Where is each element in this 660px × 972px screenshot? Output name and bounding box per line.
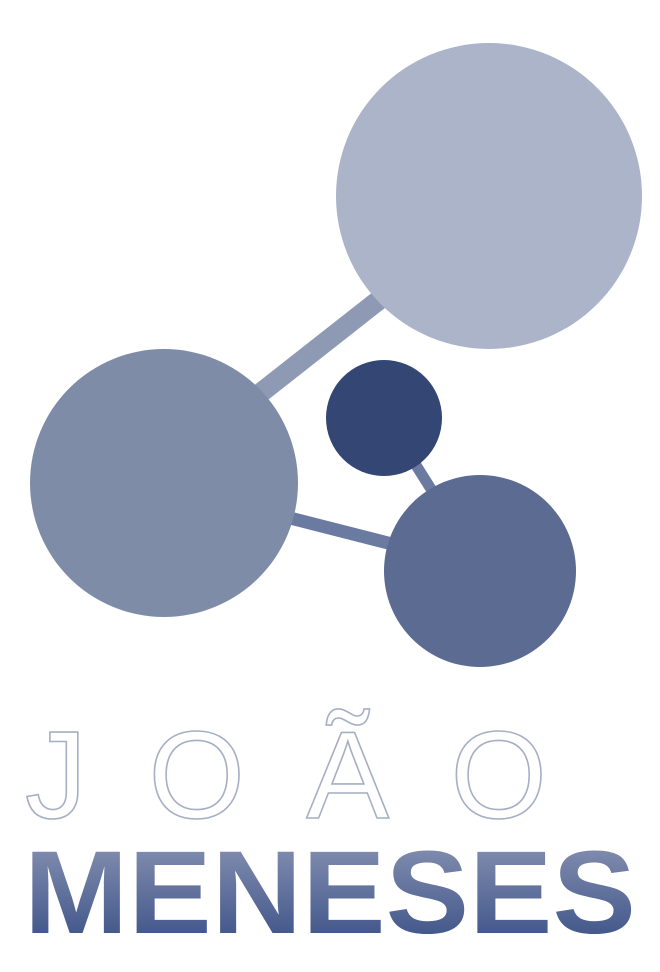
first-name-text: JOÃO [24, 706, 635, 830]
first-name-label: JOÃO [25, 707, 635, 830]
last-name-text: MENESES [24, 827, 636, 945]
circle-small-center [326, 360, 442, 476]
circle-large-left [30, 349, 298, 617]
logo-mark [30, 43, 642, 667]
circle-medium-bottom [384, 475, 576, 667]
circle-large-top-right [336, 43, 642, 349]
last-name-label: MENESES [24, 827, 636, 945]
connector-top-link [251, 288, 391, 403]
connector-left-link [288, 511, 398, 552]
wordmark: JOÃO MENESES [0, 700, 660, 972]
